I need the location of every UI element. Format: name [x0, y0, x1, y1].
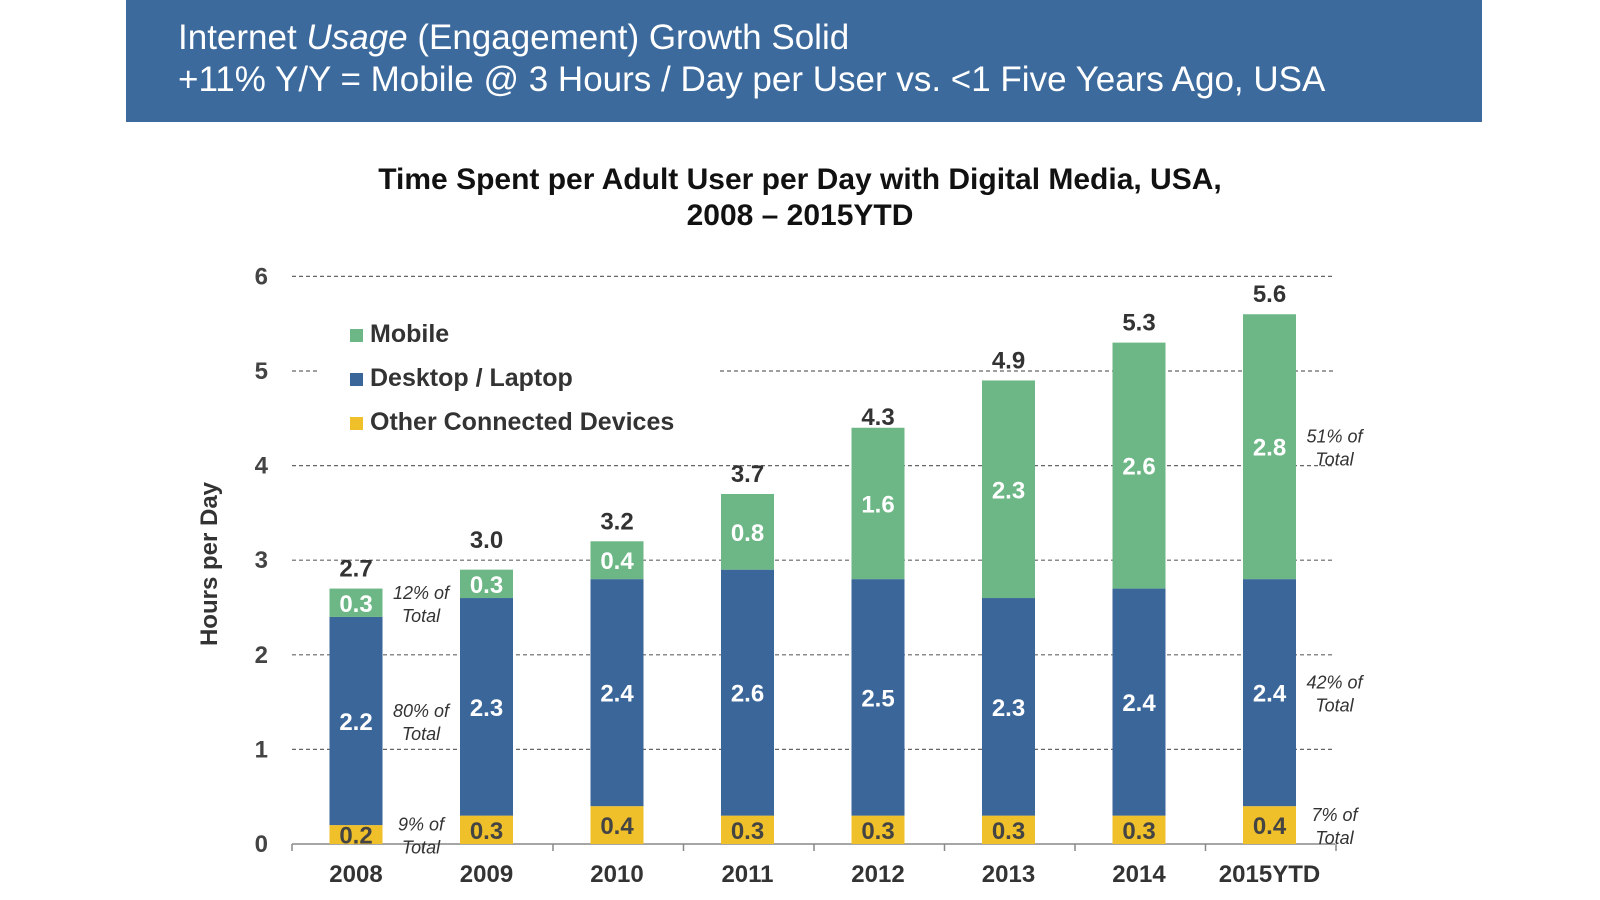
header-line-1-italic: Usage: [306, 18, 408, 57]
bar-segment-mobile: [590, 541, 644, 580]
x-tick-label: 2010: [590, 861, 643, 888]
share-annotation-line-2: Total: [402, 606, 441, 626]
bar-segment-desktop: [851, 579, 905, 816]
bar-segment-desktop: [460, 598, 513, 816]
data-label-desktop: 2.6: [731, 681, 764, 708]
x-tick-label: 2013: [982, 861, 1035, 888]
y-tick-label: 4: [255, 453, 269, 480]
data-label-other: 0.3: [731, 818, 764, 845]
total-label: 5.6: [1253, 281, 1286, 308]
header-line-1-start: Internet: [178, 18, 307, 57]
bar-segment-desktop: [982, 598, 1035, 816]
share-annotation-line-1: 80% of: [393, 701, 451, 721]
chart-title-line-1: Time Spent per Adult User per Day with D…: [378, 163, 1222, 196]
data-label-other: 0.3: [470, 818, 503, 845]
data-label-mobile: 0.4: [600, 548, 634, 575]
bar-segment-desktop: [1112, 588, 1166, 816]
data-label-desktop: 2.4: [600, 681, 634, 708]
legend-swatch-mobile: [350, 329, 363, 342]
bar-segment-other: [590, 806, 644, 844]
legend-swatch-desktop: [350, 373, 363, 386]
data-label-desktop: 2.5: [861, 685, 894, 712]
data-label-desktop: 2.4: [1122, 690, 1156, 717]
data-label-other: 0.4: [1253, 813, 1287, 840]
y-tick-label: 5: [255, 358, 268, 385]
total-label: 4.3: [861, 404, 894, 431]
share-annotation-line-2: Total: [1315, 696, 1354, 716]
y-tick-label: 1: [255, 736, 268, 763]
total-label: 2.7: [339, 556, 372, 583]
total-label: 4.9: [992, 347, 1025, 374]
slide-header: Internet Usage (Engagement) Growth Solid…: [126, 0, 1482, 122]
bar-segment-desktop: [590, 579, 644, 807]
data-label-mobile: 2.8: [1253, 435, 1286, 462]
chart-title-line-2: 2008 – 2015YTD: [686, 199, 914, 232]
share-annotation-line-2: Total: [402, 724, 441, 744]
bar-segment-mobile: [460, 569, 513, 599]
bar-segment-mobile: [982, 380, 1035, 599]
total-label: 3.7: [731, 461, 764, 488]
data-label-other: 0.3: [861, 818, 894, 845]
x-tick-label: 2008: [329, 861, 382, 888]
bar-segment-other: [1112, 815, 1166, 844]
y-tick-label: 6: [255, 263, 268, 290]
data-label-desktop: 2.3: [470, 695, 503, 722]
y-tick-label: 2: [255, 642, 268, 669]
share-annotation-line-2: Total: [1315, 828, 1354, 848]
total-label: 3.2: [600, 508, 633, 535]
header-line-2: +11% Y/Y = Mobile @ 3 Hours / Day per Us…: [178, 60, 1326, 99]
x-tick-label: 2014: [1112, 861, 1166, 888]
x-tick-label: 2009: [460, 861, 513, 888]
share-annotation-line-2: Total: [402, 838, 441, 858]
data-label-mobile: 1.6: [861, 491, 894, 518]
bar-segment-other: [982, 815, 1035, 844]
data-label-other: 0.4: [600, 813, 634, 840]
y-axis-title: Hours per Day: [196, 481, 223, 646]
bar-segment-mobile: [1112, 342, 1166, 589]
share-annotation-line-1: 42% of: [1306, 673, 1364, 693]
bar-segment-other: [329, 825, 383, 844]
bar-segment-desktop: [1243, 579, 1296, 807]
bar-segment-mobile: [851, 427, 905, 580]
y-tick-label: 3: [255, 547, 268, 574]
share-annotation-line-1: 9% of: [398, 815, 446, 835]
bar-segment-other: [851, 815, 905, 844]
header-line-1: Internet Usage (Engagement) Growth Solid: [178, 18, 849, 58]
bar-segment-desktop: [721, 569, 774, 816]
data-label-desktop: 2.2: [339, 709, 372, 736]
bar-segment-other: [721, 815, 774, 844]
data-label-mobile: 0.8: [731, 520, 764, 547]
legend-swatch-other: [350, 417, 363, 430]
data-label-mobile: 0.3: [339, 591, 372, 618]
data-label-desktop: 2.4: [1253, 681, 1287, 708]
share-annotation-line-2: Total: [1315, 450, 1354, 470]
total-label: 3.0: [470, 527, 503, 554]
y-tick-label: 0: [255, 831, 268, 858]
bar-segment-mobile: [329, 588, 383, 617]
data-label-desktop: 2.3: [992, 695, 1025, 722]
legend-label-desktop: Desktop / Laptop: [370, 364, 573, 392]
bar-segment-mobile: [721, 493, 774, 570]
data-label-mobile: 0.3: [470, 572, 503, 599]
share-annotation-line-1: 7% of: [1311, 805, 1359, 825]
total-label: 5.3: [1122, 310, 1155, 337]
header-line-1-end: (Engagement) Growth Solid: [407, 18, 850, 57]
data-label-mobile: 2.6: [1122, 454, 1155, 481]
data-label-other: 0.2: [339, 823, 372, 850]
bar-segment-desktop: [329, 616, 383, 826]
data-label-other: 0.3: [992, 818, 1025, 845]
x-tick-label: 2011: [721, 861, 773, 888]
bar-segment-mobile: [1243, 314, 1296, 580]
legend-label-other: Other Connected Devices: [370, 408, 674, 436]
bar-segment-other: [1243, 806, 1296, 844]
legend-label-mobile: Mobile: [370, 320, 449, 348]
data-label-mobile: 2.3: [992, 477, 1025, 504]
x-tick-label: 2015YTD: [1219, 861, 1320, 888]
share-annotation-line-1: 12% of: [393, 583, 451, 603]
x-tick-label: 2012: [851, 861, 904, 888]
data-label-other: 0.3: [1122, 818, 1155, 845]
bar-segment-other: [460, 815, 513, 844]
share-annotation-line-1: 51% of: [1306, 427, 1364, 447]
